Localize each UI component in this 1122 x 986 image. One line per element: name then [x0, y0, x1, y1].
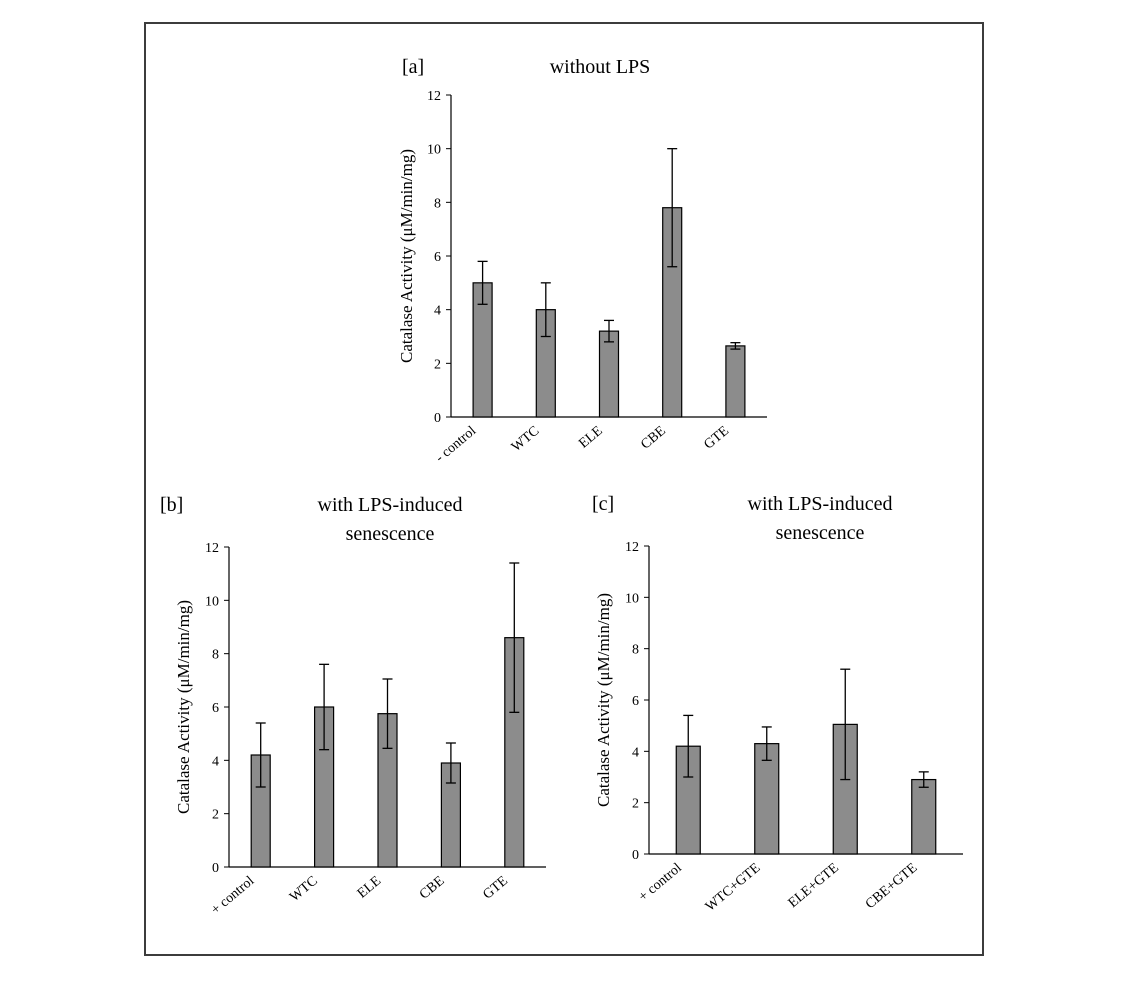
category-label: GTE: [480, 874, 510, 903]
y-tick-label: 4: [212, 754, 219, 769]
plot-area: 0 2 4 6 8 10 12 Catalase Activity (μM/min/mg) - …: [397, 89, 767, 466]
category-label: GTE: [701, 424, 731, 453]
y-tick-label: 12: [625, 540, 639, 555]
category-label: - control: [433, 424, 479, 466]
category-label: WTC+GTE: [703, 861, 763, 915]
y-tick-label: 0: [632, 848, 639, 863]
category-label: ELE: [576, 424, 605, 452]
y-tick-label: 6: [632, 694, 639, 709]
figure-frame: [144, 22, 984, 956]
panel-label: [c]: [592, 493, 614, 515]
panel-a: [a] without LPS 0 2 4 6 8 10 12 Catalase Activi…: [397, 56, 767, 466]
category-label: ELE+GTE: [786, 861, 842, 912]
panel-label: [a]: [402, 56, 424, 78]
category-label: CBE+GTE: [863, 861, 920, 913]
category-label: + control: [636, 861, 685, 905]
category-label: CBE: [417, 874, 448, 903]
y-tick-label: 10: [205, 594, 219, 609]
bar: [598, 330, 620, 418]
y-tick-label: 6: [434, 250, 441, 265]
chart-title-line-1: with LPS-induced: [318, 494, 463, 516]
y-axis-title: Catalase Activity (μM/min/mg): [397, 149, 416, 363]
chart-title-line-2: senescence: [776, 522, 865, 544]
y-tick-label: 4: [434, 304, 441, 319]
y-tick-label: 4: [632, 745, 639, 760]
category-label: CBE: [638, 424, 669, 453]
category-label: WTC: [287, 874, 320, 905]
plot-area: 0 2 4 6 8 10 12 Catalase Activity (μM/min/mg) + …: [174, 541, 546, 918]
y-tick-label: 8: [212, 648, 219, 663]
plot-area: 0 2 4 6 8 10 12 Catalase Activity (μM/min/mg) + …: [594, 540, 963, 915]
bar: [725, 345, 746, 418]
y-axis-title: Catalase Activity (μM/min/mg): [594, 593, 613, 807]
y-tick-label: 10: [625, 591, 639, 606]
y-tick-label: 8: [434, 196, 441, 211]
y-tick-label: 6: [212, 701, 219, 716]
y-tick-label: 8: [632, 643, 639, 658]
y-tick-label: 0: [434, 411, 441, 426]
category-label: WTC: [509, 424, 542, 455]
y-tick-label: 2: [212, 808, 219, 823]
y-tick-label: 12: [427, 89, 441, 104]
y-tick-label: 12: [205, 541, 219, 556]
panel-label: [b]: [160, 494, 183, 516]
category-label: ELE: [355, 874, 384, 902]
y-tick-label: 2: [434, 357, 441, 372]
y-tick-label: 0: [212, 861, 219, 876]
y-axis-title: Catalase Activity (μM/min/mg): [174, 600, 193, 814]
y-tick-label: 10: [427, 143, 441, 158]
bar: [911, 778, 937, 855]
y-tick-label: 2: [632, 797, 639, 812]
panel-c: [c] with LPS-induced senescence 0 2 4 6 8 10 1…: [592, 493, 963, 915]
category-label: + control: [209, 874, 258, 918]
chart-title-line-1: with LPS-induced: [748, 493, 893, 515]
chart-title: without LPS: [550, 56, 651, 78]
panel-b: [b] with LPS-induced senescence 0 2 4 6 8 10 1…: [160, 494, 546, 918]
chart-title-line-2: senescence: [346, 523, 435, 545]
